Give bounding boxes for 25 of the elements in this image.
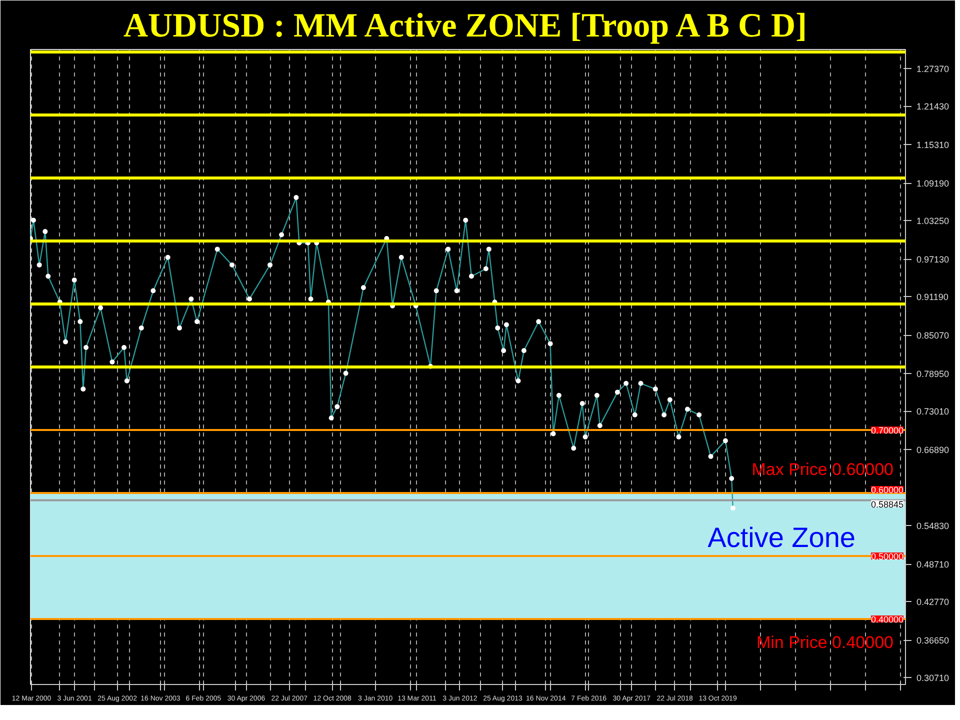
y-tick-label: 0.91190 xyxy=(916,292,948,302)
annotation: Min Price 0.40000 xyxy=(756,632,894,652)
y-tick-label: 0.36650 xyxy=(916,636,950,646)
ref-line-label: 0.58845 xyxy=(870,499,904,510)
ref-line-label: 0.50000 xyxy=(870,551,904,562)
band-label: Active Zone xyxy=(708,522,856,553)
y-tick-label: 0.66890 xyxy=(916,445,950,456)
annotation: Max Price 0.60000 xyxy=(752,460,894,479)
y-tick-label: 0.97130 xyxy=(916,254,950,265)
y-tick-label: 1.15310 xyxy=(916,140,950,150)
ref-line-label: 0.60000 xyxy=(870,484,904,495)
y-tick-label: 0.54830 xyxy=(916,521,950,532)
ref-line-label: 0.40000 xyxy=(870,614,904,624)
y-tick-label: 0.78950 xyxy=(916,369,950,380)
y-tick-label: 0.42770 xyxy=(916,597,950,608)
y-tick-label: 1.09190 xyxy=(916,178,950,189)
y-tick-label: 0.30710 xyxy=(916,673,950,684)
y-tick-label: 1.27370 xyxy=(916,64,950,74)
chart-title: AUDUSD : MM Active ZONE [Troop A B C D] xyxy=(123,8,807,44)
ref-line-label: 0.70000 xyxy=(870,425,904,436)
y-tick-label: 1.21430 xyxy=(916,102,950,112)
y-tick-label: 1.03250 xyxy=(916,216,950,226)
y-tick-label: 0.85070 xyxy=(916,330,950,341)
y-tick-label: 0.73010 xyxy=(916,406,950,417)
y-tick-label: 0.48710 xyxy=(916,560,950,570)
